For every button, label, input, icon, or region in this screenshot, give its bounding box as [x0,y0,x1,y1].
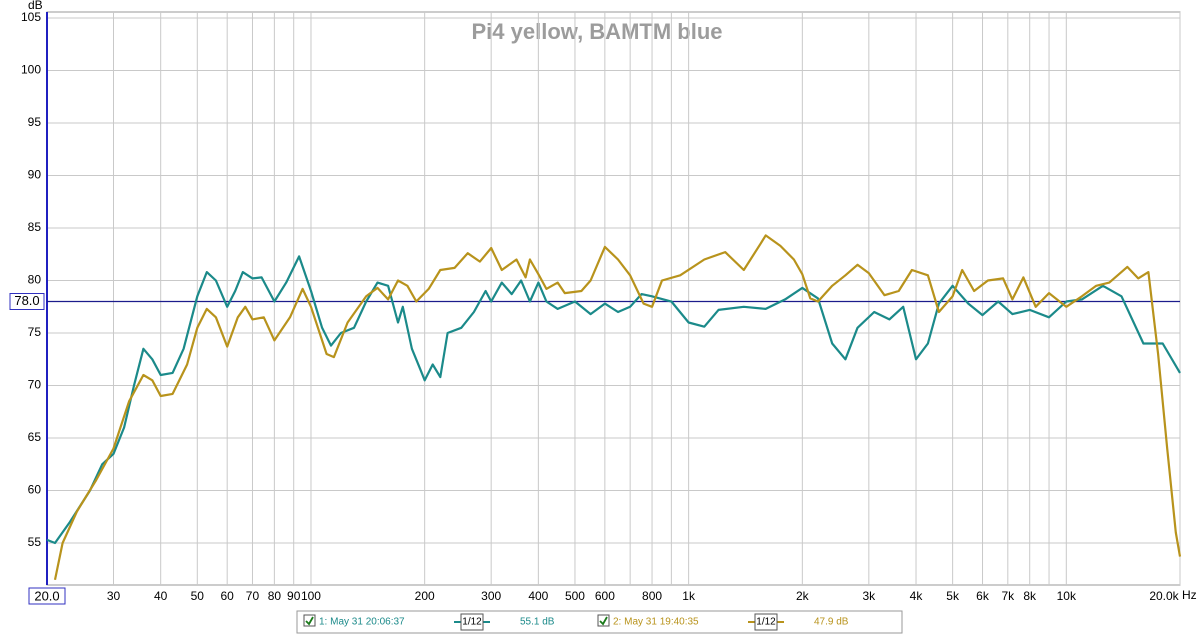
legend-level: 47.9 dB [814,617,849,628]
legend-smoothing: 1/12 [462,617,482,628]
x-tick-label: 600 [595,589,615,603]
x-tick-label: 50 [191,589,205,603]
series-line [53,234,1182,581]
x-tick-label: 10k [1057,589,1077,603]
x-tick-label: 60 [221,589,235,603]
y-tick-label: 60 [28,483,42,497]
x-tick-label: 70 [246,589,260,603]
y-tick-label: 65 [28,430,42,444]
x-tick-label: 2k [796,589,810,603]
x-tick-label: 1k [682,589,696,603]
x-tick-label: 800 [642,589,662,603]
y-axis-label: dB [28,0,43,12]
x-tick-label: 5k [946,589,960,603]
x-tick-label: 3k [862,589,876,603]
y-tick-label: 55 [28,535,42,549]
legend-name: 1: May 31 20:06:37 [319,617,405,628]
x-tick-label: 30 [107,589,121,603]
x-tick-label: 400 [528,589,548,603]
reference-box [9,293,45,310]
y-tick-label: 90 [28,168,42,182]
x-tick-label: 300 [481,589,501,603]
y-tick-label: 85 [28,220,42,234]
y-tick-label: 80 [28,273,42,287]
legend-smoothing-box[interactable] [754,613,778,631]
y-tick-label: 95 [28,115,42,129]
legend-check [599,616,608,626]
x-tick-label: 500 [565,589,585,603]
x-tick-label: 20.0 [34,588,59,603]
y-tick-label: 70 [28,378,42,392]
y-tick-label: 100 [21,63,41,77]
chart-title: Pi4 yellow, BAMTM blue [472,19,723,44]
x-tick-label: 40 [154,589,168,603]
x-start-box [28,587,66,605]
legend-smoothing-box[interactable] [460,613,484,631]
series-line [46,255,1181,545]
y-tick-label: 75 [28,325,42,339]
reference-label: 78.0 [14,293,39,308]
x-tick-label: 8k [1023,589,1037,603]
x-tick-label: 80 [268,589,282,603]
x-tick-label: 100 [301,589,321,603]
x-tick-label: 7k [1001,589,1015,603]
legend-level: 55.1 dB [520,617,555,628]
x-tick-label: 6k [976,589,990,603]
legend-name: 2: May 31 19:40:35 [613,617,699,628]
legend-smoothing: 1/12 [756,617,776,628]
legend-checkbox[interactable] [597,614,610,627]
y-tick-label: 105 [21,10,41,24]
legend-check [305,616,314,626]
x-unit: Hz [1182,588,1197,602]
x-tick-label: 20.0k [1149,589,1179,603]
legend-checkbox[interactable] [303,614,316,627]
x-tick-label: 200 [415,589,435,603]
plot-area [46,11,1181,586]
x-tick-label: 4k [910,589,924,603]
x-tick-label: 90 [287,589,301,603]
